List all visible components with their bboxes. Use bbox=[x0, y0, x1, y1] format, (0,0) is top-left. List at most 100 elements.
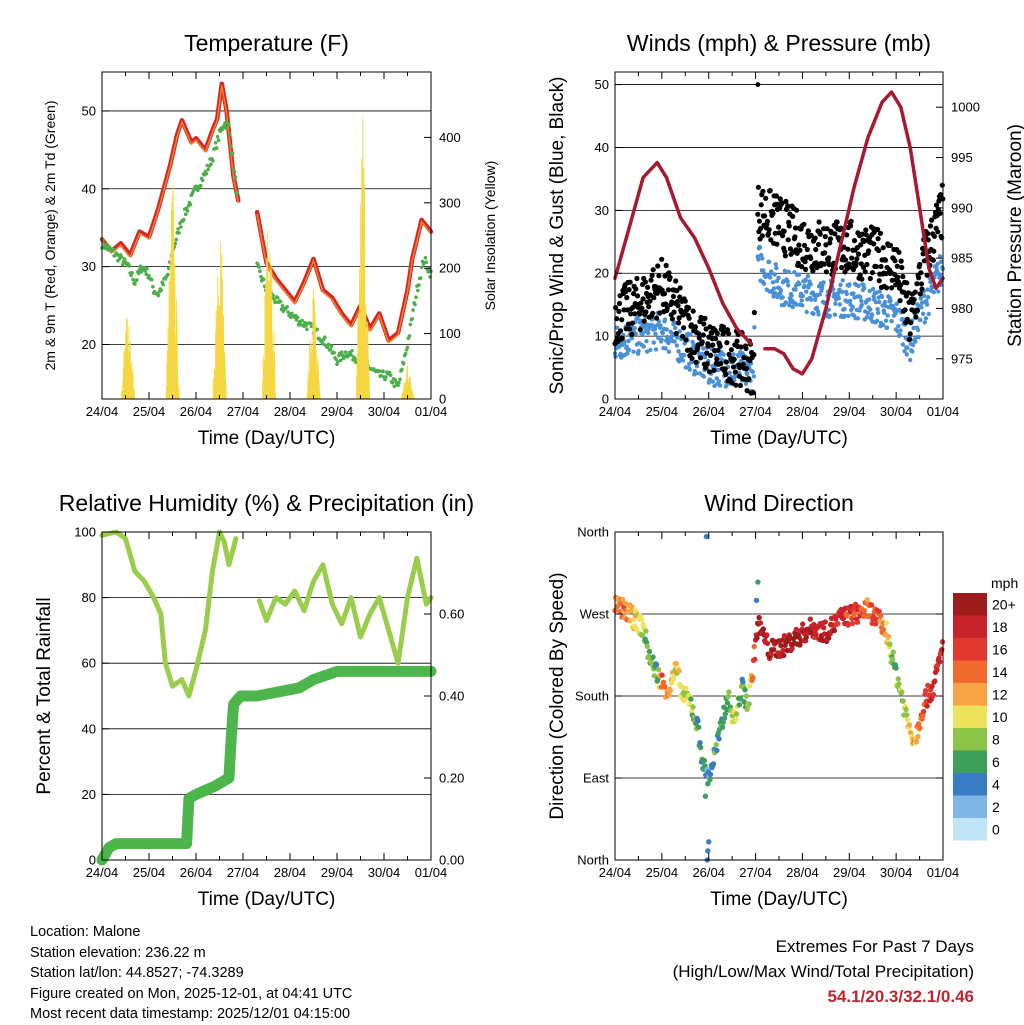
direction-dot bbox=[617, 601, 624, 607]
gust-dot bbox=[889, 277, 895, 283]
gust-dot bbox=[794, 207, 800, 213]
gust-dot bbox=[925, 231, 931, 237]
dewpoint-dot bbox=[200, 178, 205, 183]
direction-dot bbox=[620, 596, 626, 603]
wind-dot bbox=[827, 313, 832, 318]
dewpoint-dot bbox=[408, 322, 413, 327]
gust-dot bbox=[625, 321, 632, 327]
rh-xtick-label: 24/04 bbox=[86, 865, 119, 880]
gust-dot bbox=[686, 305, 692, 311]
gust-dot bbox=[699, 339, 705, 345]
wind-dot bbox=[651, 340, 656, 345]
direction-outlier-dot bbox=[702, 793, 709, 799]
gust-dot bbox=[663, 301, 669, 307]
dewpoint-dot bbox=[224, 126, 228, 131]
dewpoint-dot bbox=[321, 342, 325, 346]
direction-dot bbox=[707, 771, 714, 778]
dewpoint-dot bbox=[230, 151, 235, 156]
wind-dot bbox=[632, 326, 637, 331]
wind-dot bbox=[803, 277, 808, 282]
direction-dot bbox=[666, 692, 672, 698]
dewpoint-dot bbox=[261, 277, 266, 282]
wind-dot bbox=[717, 383, 723, 388]
gust-dot bbox=[613, 305, 619, 311]
gust-dot bbox=[638, 300, 644, 306]
gust-dot bbox=[751, 352, 757, 358]
gust-dot bbox=[665, 287, 672, 293]
wind-dot bbox=[847, 282, 852, 287]
gust-dot bbox=[634, 293, 641, 299]
wind-dot bbox=[770, 280, 776, 285]
winds-ytick-right-label: 980 bbox=[951, 301, 973, 316]
wind-dot bbox=[716, 379, 722, 384]
winds-ytick-label: 20 bbox=[595, 266, 609, 281]
gust-dot bbox=[799, 264, 805, 270]
wdir-xtick-label: 01/04 bbox=[927, 865, 960, 880]
direction-dot bbox=[756, 614, 762, 621]
direction-dot bbox=[743, 693, 750, 699]
direction-dot bbox=[878, 613, 884, 619]
gust-dot bbox=[671, 309, 677, 315]
gust-dot bbox=[939, 182, 945, 188]
dewpoint-dot bbox=[177, 231, 181, 235]
gust-dot bbox=[882, 257, 889, 263]
wind-dot bbox=[659, 337, 664, 342]
gust-dot bbox=[796, 242, 802, 248]
wind-dot bbox=[875, 310, 881, 315]
wind-dot bbox=[900, 342, 906, 347]
gust-dot bbox=[724, 340, 730, 346]
wind-dot bbox=[936, 289, 941, 294]
wind-dot bbox=[744, 372, 750, 377]
gust-dot bbox=[897, 298, 903, 304]
direction-dot bbox=[900, 698, 906, 704]
wind-dot bbox=[881, 322, 886, 328]
direction-dot bbox=[695, 718, 701, 724]
wind-dot bbox=[804, 309, 809, 315]
gust-dot bbox=[718, 360, 724, 367]
wind-dot bbox=[910, 349, 915, 354]
gust-dot bbox=[696, 331, 702, 337]
wind-dot bbox=[644, 349, 650, 354]
temp-ytick-right-label: 300 bbox=[439, 195, 461, 210]
gust-dot bbox=[675, 303, 681, 309]
wind-dot bbox=[850, 305, 855, 310]
direction-dot bbox=[655, 666, 662, 673]
gust-dot bbox=[628, 311, 634, 317]
gust-dot bbox=[783, 198, 789, 204]
dewpoint-dot bbox=[350, 349, 354, 353]
direction-dot bbox=[713, 742, 719, 748]
gust-dot bbox=[633, 286, 639, 292]
direction-dot bbox=[725, 693, 731, 700]
gust-dot bbox=[892, 258, 898, 264]
recent-text: Most recent data timestamp: 2025/12/01 0… bbox=[30, 1006, 351, 1022]
temp-2m-t-line bbox=[254, 209, 434, 343]
wdir-title: Wind Direction bbox=[704, 490, 854, 516]
gust-dot bbox=[670, 293, 677, 299]
gust-dot bbox=[619, 317, 625, 323]
dewpoint-dot bbox=[390, 381, 395, 385]
wind-dot bbox=[915, 327, 921, 333]
dewpoint-dot bbox=[136, 271, 141, 276]
temp-xlabel: Time (Day/UTC) bbox=[198, 428, 336, 449]
wind-dot bbox=[925, 287, 930, 292]
dewpoint-dot bbox=[326, 342, 331, 347]
wdir-xtick-label: 27/04 bbox=[739, 865, 772, 880]
gust-dot bbox=[731, 364, 737, 370]
direction-outlier-dot bbox=[755, 579, 761, 585]
wind-dot bbox=[821, 280, 826, 285]
gust-dot bbox=[792, 225, 799, 231]
dewpoint-dot bbox=[411, 308, 415, 312]
winds-xtick-label: 01/04 bbox=[927, 404, 960, 419]
wind-dot bbox=[653, 347, 659, 352]
dewpoint-dot bbox=[276, 296, 280, 300]
dewpoint-dot bbox=[227, 122, 231, 127]
colorbar-label: 16 bbox=[992, 641, 1008, 657]
rh-xtick-label: 30/04 bbox=[368, 865, 401, 880]
gust-dot bbox=[717, 343, 723, 349]
wind-dot bbox=[837, 302, 843, 307]
winds-ytick-right-label: 995 bbox=[951, 150, 973, 165]
extremes-title: Extremes For Past 7 Days bbox=[775, 937, 974, 956]
dewpoint-dot bbox=[300, 318, 305, 323]
colorbar-label: 0 bbox=[992, 821, 1000, 837]
direction-dot bbox=[764, 640, 771, 647]
